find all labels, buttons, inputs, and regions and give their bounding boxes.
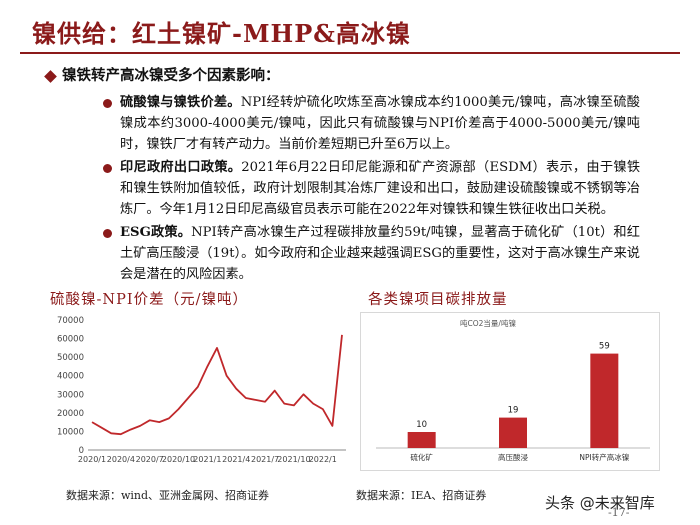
bar-0 (407, 432, 436, 448)
chart1-source: 数据来源：wind、亚洲金属网、招商证券 (66, 489, 270, 502)
watermark-brand: 头条 @未来智库 (545, 494, 655, 512)
y-tick-label: 30000 (57, 390, 84, 400)
y-tick-label: 0 (79, 446, 84, 456)
bar-value-label: 10 (416, 420, 427, 430)
y-tick-label: 10000 (57, 427, 84, 437)
diamond-bullet-icon (44, 70, 57, 83)
x-tick-label: 2021/10 (277, 455, 310, 464)
main-bullet-text: 镍铁转产高冰镍受多个因素影响： (62, 67, 280, 84)
page-title: 镍供给：红土镍矿-MHP&高冰镍 (32, 19, 411, 48)
page-number: -17- (608, 506, 630, 519)
x-tick-label: 2021/7 (251, 455, 279, 464)
dot-bullet-icon (103, 229, 112, 238)
chart1-title: 硫酸镍-NPI价差（元/镍吨） (50, 292, 248, 308)
x-tick-label: 2021/4 (222, 455, 250, 464)
point-1-heading: 硫酸镍与镍铁价差。 (120, 95, 241, 110)
x-tick-label: 2020/10 (162, 455, 195, 464)
y-tick-label: 40000 (57, 372, 84, 382)
bar-category-label: 硫化矿 (410, 452, 433, 462)
point-3: ESG政策。NPI转产高冰镍生产过程碳排放量约59t/吨镍，显著高于硫化矿（10… (120, 222, 640, 285)
bar-1 (499, 417, 527, 448)
bar-chart: 吨CO2当量/吨镍 10 硫化矿 19 高压酸浸 59 NPI转产高冰镍 (360, 312, 660, 471)
point-3-heading: ESG政策。 (120, 225, 192, 240)
dot-bullet-icon (103, 164, 112, 173)
title-rule (20, 52, 680, 54)
point-1: 硫酸镍与镍铁价差。NPI经转炉硫化吹炼至高冰镍成本约1000美元/镍吨，高冰镍至… (120, 92, 640, 155)
y-tick-label: 60000 (57, 335, 84, 345)
x-tick-label: 2021/1 (193, 455, 221, 464)
line-chart: 0 10000 20000 30000 40000 50000 60000 70000 2020… (57, 316, 346, 464)
y-tick-label: 70000 (57, 316, 84, 326)
x-tick-label: 2020/4 (107, 455, 135, 464)
point-2-heading: 印尼政府出口政策。 (120, 160, 242, 175)
bar-2 (590, 353, 619, 448)
point-1-text: NPI经转炉硫化吹炼至高冰镍成本约1000美元/镍吨，高冰镍至硫酸镍成本约300… (120, 95, 640, 152)
bar-category-label: NPI转产高冰镍 (579, 452, 629, 462)
point-3-text: NPI转产高冰镍生产过程碳排放量约59t/吨镍，显著高于硫化矿（10t）和红土矿… (120, 225, 640, 282)
bar-value-label: 19 (508, 406, 519, 416)
x-tick-label: 2020/7 (136, 455, 164, 464)
y-tick-label: 20000 (57, 409, 84, 419)
y-tick-label: 50000 (57, 353, 84, 363)
dot-bullet-icon (103, 99, 112, 108)
bar-category-label: 高压酸浸 (498, 452, 528, 462)
bar-value-label: 59 (599, 342, 610, 352)
chart2-source: 数据来源：IEA、招商证券 (356, 489, 487, 502)
point-2: 印尼政府出口政策。2021年6月22日印尼能源和矿产资源部（ESDM）表示，由于… (120, 157, 640, 220)
x-tick-label: 2020/1 (78, 455, 106, 464)
price-spread-line (91, 334, 343, 436)
x-tick-label: 2022/1 (309, 455, 337, 464)
y-axis-unit-label: 吨CO2当量/吨镍 (460, 318, 516, 328)
point-2-text: 2021年6月22日印尼能源和矿产资源部（ESDM）表示，由于镍铁和镍生铁附加值… (120, 160, 641, 217)
chart2-title: 各类镍项目碳排放量 (368, 292, 508, 308)
